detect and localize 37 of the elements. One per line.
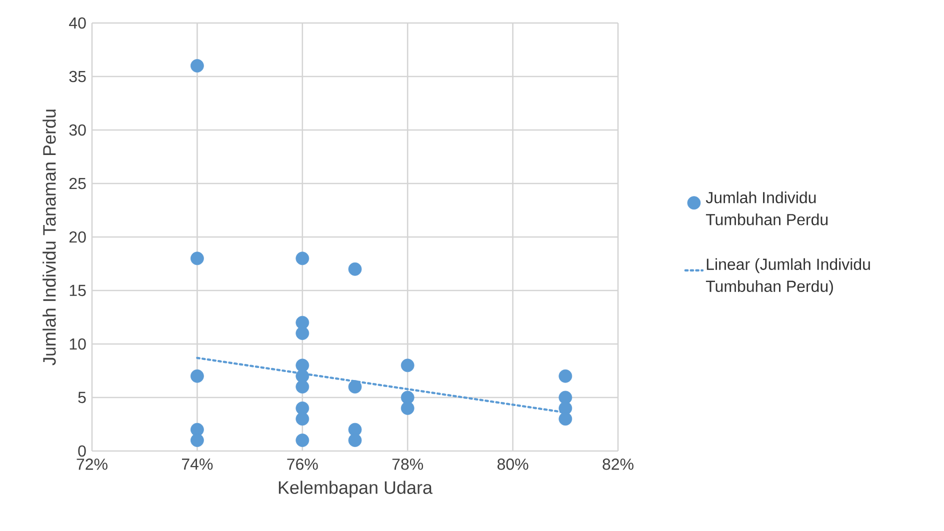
legend-label: Jumlah Individu Tumbuhan Perdu [706, 192, 828, 226]
point [296, 326, 310, 340]
point [296, 402, 310, 415]
point [296, 380, 310, 394]
x-tick-label: 72% [76, 458, 108, 470]
point [558, 412, 572, 426]
y-tick-label: 0 [78, 445, 86, 457]
x-axis-title: Kelembapan Udara [278, 480, 433, 498]
point [558, 369, 572, 383]
y-tick-label: 30 [69, 124, 86, 136]
y-tick-label: 10 [70, 338, 86, 350]
x-tick-label: 78% [392, 458, 424, 470]
point [348, 380, 362, 394]
y-tick-label: 15 [70, 284, 86, 296]
y-tick-label: 5 [78, 392, 86, 404]
point [296, 412, 310, 426]
y-tick-label: 35 [69, 70, 86, 82]
point [296, 252, 310, 266]
point [348, 434, 362, 448]
point [190, 252, 204, 266]
y-tick-label: 40 [69, 17, 86, 29]
point [400, 358, 414, 372]
point [190, 59, 204, 73]
y-tick-label: 20 [69, 231, 86, 243]
point [190, 369, 204, 383]
point [348, 262, 362, 276]
y-axis-title: Jumlah Individu Tanaman Perdu [42, 110, 56, 366]
point [296, 434, 310, 448]
y-tick-label: 25 [69, 178, 86, 190]
legend-label: Linear (Jumlah Individu Tumbuhan Perdu) [706, 258, 870, 296]
point [190, 434, 204, 448]
x-tick-label: 76% [287, 458, 318, 470]
x-tick-label: 74% [182, 458, 213, 470]
point [400, 402, 414, 415]
x-tick-label: 82% [602, 458, 634, 470]
point [558, 402, 572, 415]
x-tick-label: 80% [497, 458, 528, 470]
